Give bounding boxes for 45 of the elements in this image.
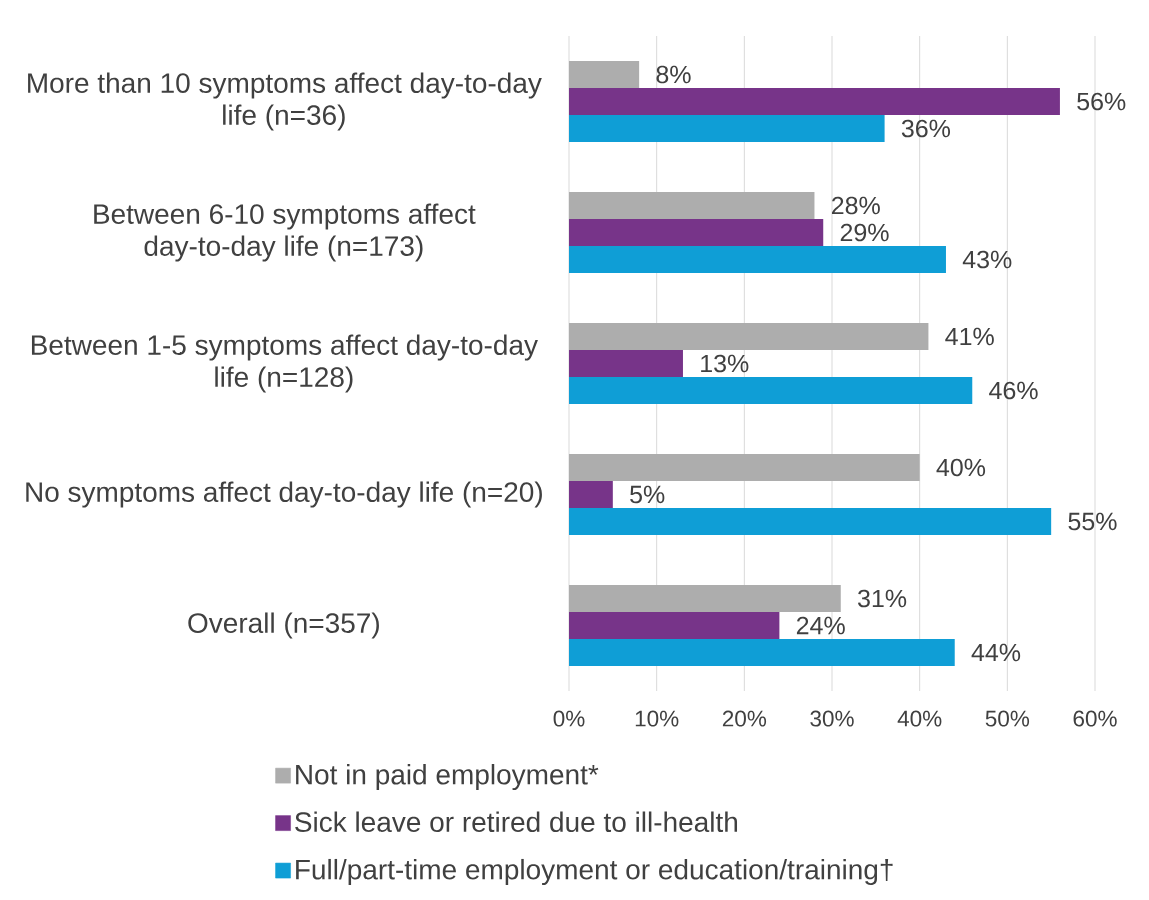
bar <box>569 508 1052 535</box>
data-label: 8% <box>656 65 691 84</box>
y-tick-label: Between 6-10 symptoms affect day-to-day life (n=173) <box>94 203 476 262</box>
data-label: 5% <box>630 485 665 504</box>
data-label: 41% <box>945 327 994 346</box>
bar <box>569 323 929 350</box>
bar <box>569 454 920 481</box>
legend-label: Full/part-time employment or education/training† <box>296 858 893 886</box>
bar <box>569 115 885 142</box>
data-label: 13% <box>701 354 749 373</box>
x-tick-label: 10% <box>635 710 679 727</box>
data-label: 44% <box>971 643 1021 662</box>
data-label: 56% <box>1077 92 1126 111</box>
data-label: 28% <box>831 196 880 215</box>
bar <box>569 639 955 666</box>
data-label: 46% <box>989 381 1038 400</box>
x-tick-label: 50% <box>985 710 1030 727</box>
bar <box>569 60 640 88</box>
bar <box>569 481 613 508</box>
data-label: 31% <box>857 589 907 608</box>
y-tick-label: Overall (n=357) <box>188 612 379 639</box>
data-label: 24% <box>796 616 845 635</box>
bar <box>569 377 973 404</box>
data-label: 43% <box>962 250 1012 269</box>
legend-label: Sick leave or retired due to ill-health <box>295 811 738 833</box>
bar <box>569 88 1060 115</box>
data-label: 55% <box>1068 512 1117 531</box>
y-tick-label: No symptoms affect day-to-day life (n=20) <box>26 481 542 508</box>
bar <box>569 612 780 639</box>
y-tick-label: Between 1-5 symptoms affect day-to-day life (n=128) <box>31 334 538 393</box>
x-tick-label: 60% <box>1073 710 1117 727</box>
bar <box>569 218 824 246</box>
x-tick-label: 40% <box>897 710 942 727</box>
bar <box>569 192 815 219</box>
x-tick-label: 20% <box>722 710 767 727</box>
x-tick-label: 0% <box>553 710 585 727</box>
data-label: 36% <box>901 119 951 138</box>
data-label: 29% <box>840 223 889 242</box>
bar <box>569 350 683 377</box>
y-tick-label: More than 10 symptoms affect day-to-day life (n=36) <box>28 72 542 131</box>
x-tick-label: 30% <box>810 710 854 727</box>
legend-label: Not in paid employment* <box>296 764 599 791</box>
bar <box>569 246 946 273</box>
bar <box>569 585 841 612</box>
data-label: 40% <box>936 458 986 477</box>
